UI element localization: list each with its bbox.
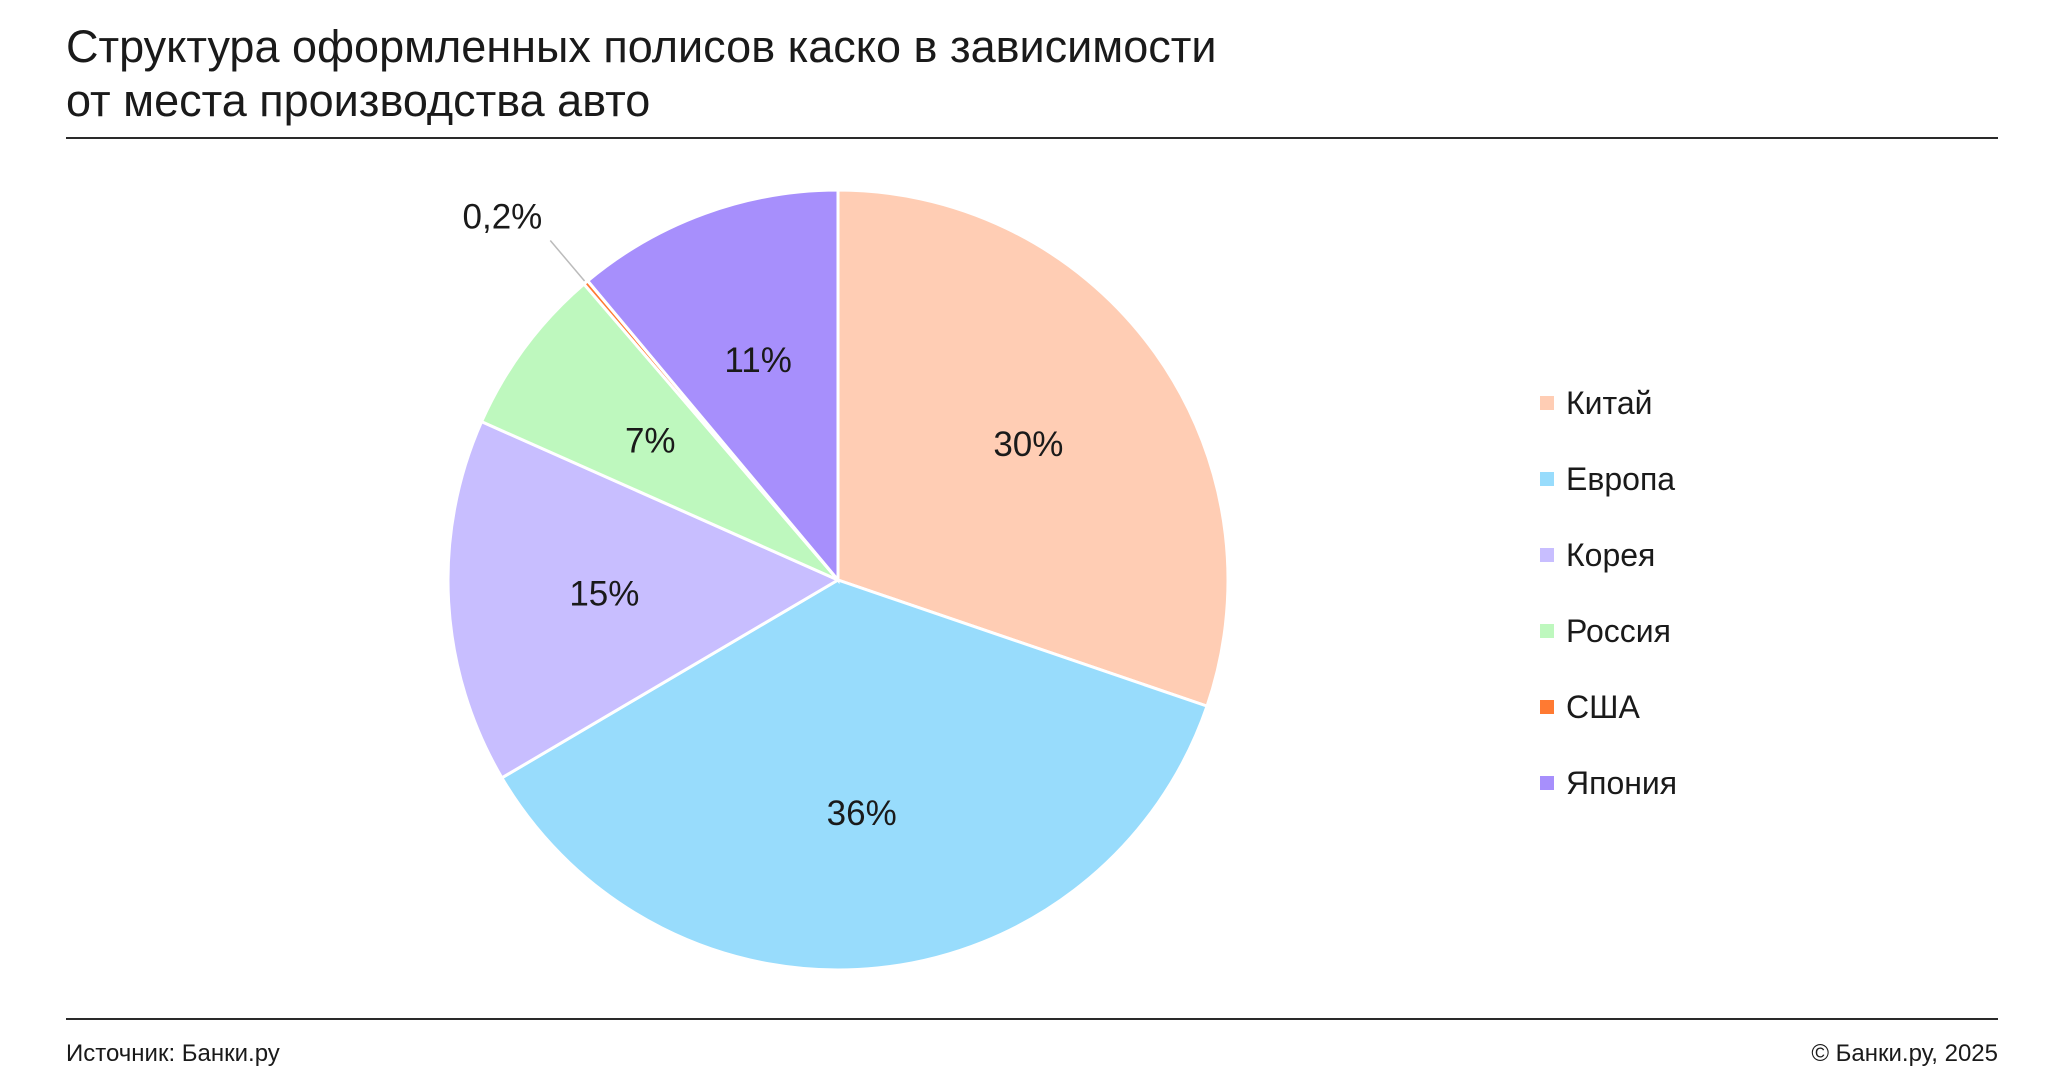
footer-divider — [66, 1018, 1998, 1020]
pie-slice-3 — [479, 281, 840, 582]
pie-slice-5 — [585, 188, 840, 585]
legend-swatch — [1540, 700, 1554, 714]
chart-title: Структура оформленных полисов каско в за… — [66, 20, 1566, 128]
pie-slice-2 — [446, 419, 842, 780]
legend-label: Корея — [1566, 536, 1656, 573]
legend-swatch — [1540, 472, 1554, 486]
data-label-3: 7% — [625, 421, 676, 460]
data-label-4: 0,2% — [463, 198, 543, 237]
legend-swatch — [1540, 548, 1554, 562]
chart-title-line-2: от места производства авто — [66, 75, 651, 126]
leader-line-4 — [549, 240, 586, 282]
legend-item-4: США — [1540, 669, 1677, 745]
data-label-0: 30% — [993, 425, 1063, 464]
legend-item-5: Япония — [1540, 745, 1677, 821]
legend-swatch — [1540, 776, 1554, 790]
data-label-1: 36% — [827, 794, 897, 833]
legend-label: США — [1566, 688, 1640, 725]
legend-label: Европа — [1566, 460, 1676, 497]
legend-label: Китай — [1566, 384, 1653, 421]
data-label-2: 15% — [569, 574, 639, 613]
legend-item-0: Китай — [1540, 365, 1677, 441]
legend-swatch — [1540, 624, 1554, 638]
header-divider — [66, 137, 1998, 139]
data-label-5: 11% — [724, 341, 791, 380]
legend-label: Россия — [1566, 612, 1671, 649]
legend-label: Япония — [1566, 764, 1678, 801]
copyright-note: © Банки.ру, 2025 — [1811, 1040, 1998, 1067]
source-note: Источник: Банки.ру — [66, 1040, 280, 1067]
legend-item-1: Европа — [1540, 441, 1677, 517]
legend-item-2: Корея — [1540, 517, 1677, 593]
pie-slice-1 — [499, 578, 1209, 972]
pie-slice-0 — [836, 188, 1230, 709]
legend-item-3: Россия — [1540, 593, 1677, 669]
legend-swatch — [1540, 396, 1554, 410]
chart-legend: Китай Европа Корея Россия США Япония — [1540, 365, 1677, 821]
chart-title-line-1: Структура оформленных полисов каско в за… — [66, 21, 1217, 72]
